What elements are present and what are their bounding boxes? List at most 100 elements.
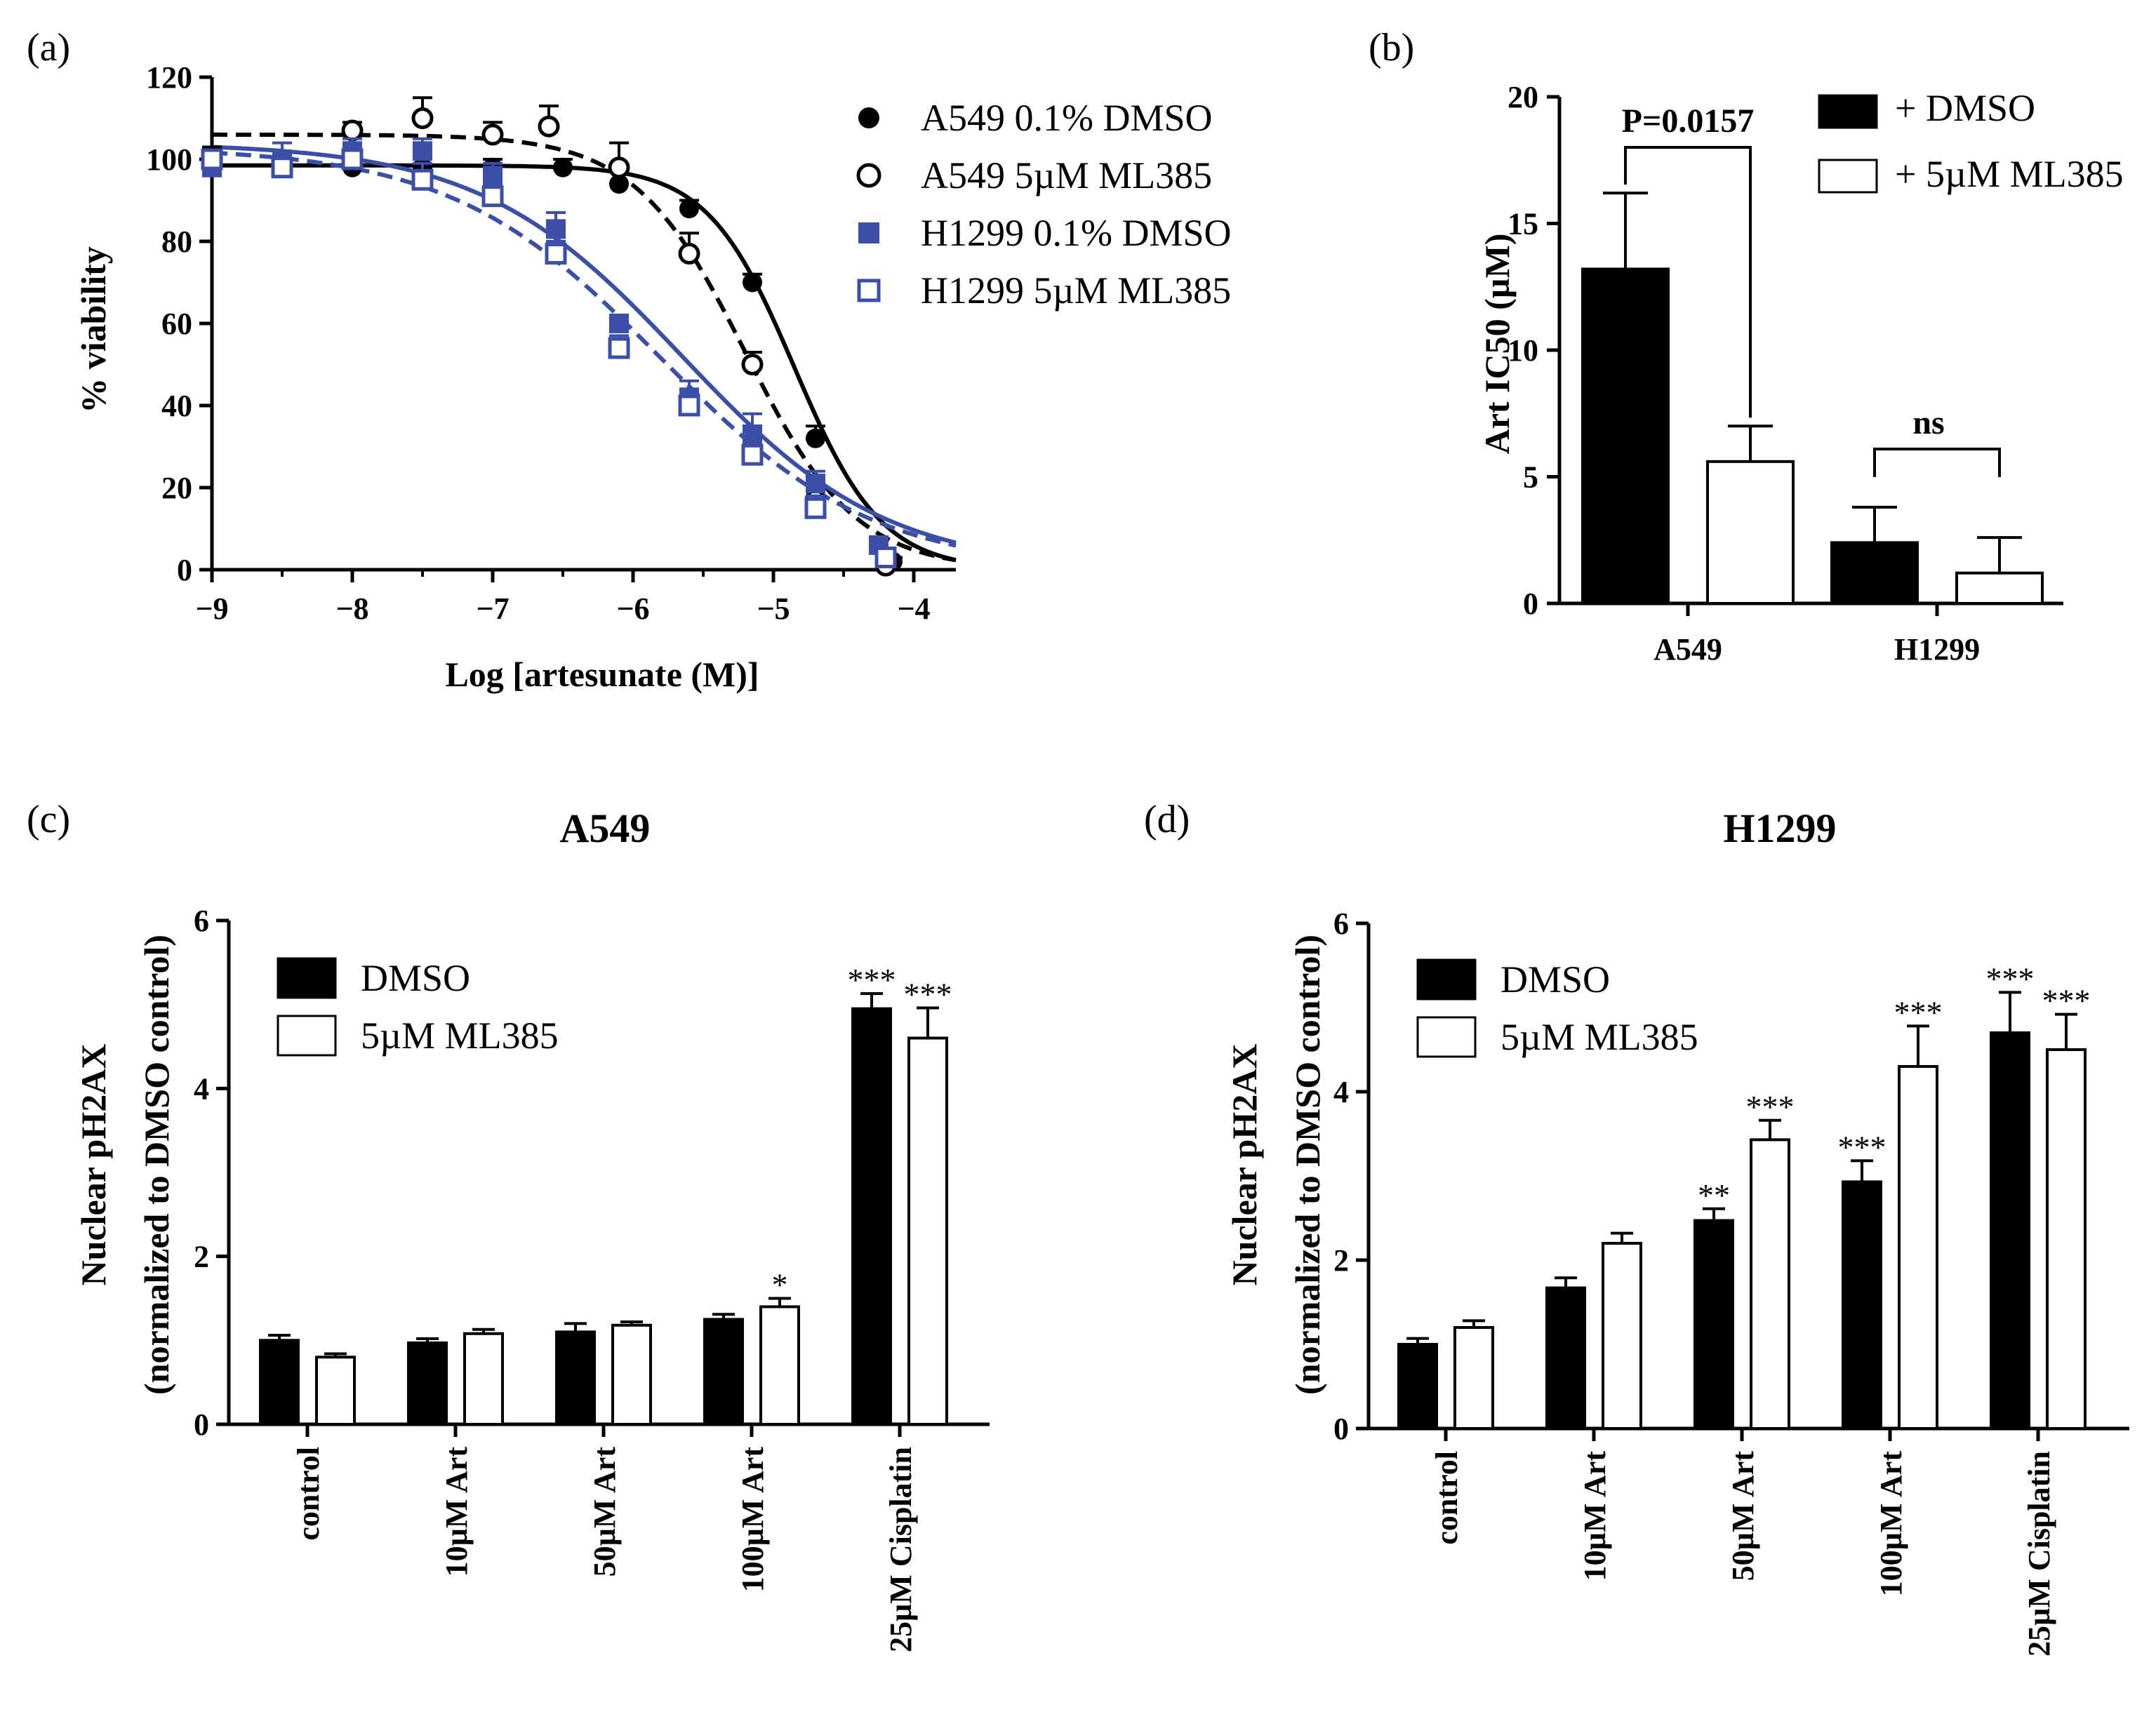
panel-a-point <box>411 107 434 129</box>
panel-b-category-label: A549 <box>1653 632 1722 667</box>
panel-d-bar <box>1602 1242 1642 1430</box>
legend-a-marker-1 <box>856 163 881 188</box>
panel-a-xlabel: Log [artesunate (M)] <box>445 655 759 694</box>
panel-d-bar <box>1545 1286 1586 1430</box>
panel-a-fit-curve-2 <box>211 145 957 545</box>
legend-b-1: + 5µM ML385 <box>1895 153 2124 195</box>
panel-d-y-tick-label: 6 <box>1333 907 1349 941</box>
panel-label-b: (b) <box>1369 26 1414 69</box>
panel-d-bar <box>1693 1219 1734 1430</box>
panel-d-ylabel-line1: Nuclear pH2AX <box>1225 1044 1264 1286</box>
legend-a-symbols <box>856 107 881 302</box>
panel-d-bar <box>1898 1065 1938 1430</box>
panel-c-category-label: 25µM Cisplatin <box>884 1447 918 1652</box>
legend-c-1: 5µM ML385 <box>361 1015 559 1057</box>
panel-a-point <box>804 497 827 519</box>
panel-b-y-tick-label: 20 <box>1508 80 1538 114</box>
panel-d-plot: 0 2 4 6 control 10µM Art 50µM Art 100µM Art 25µM… <box>1333 907 2129 1657</box>
legend-d-1: 5µM ML385 <box>1500 1016 1698 1058</box>
panel-b-ylabel: Art IC50 (µM) <box>1477 234 1517 455</box>
panel-b-y-tick-label: 10 <box>1508 333 1538 368</box>
panel-a-point <box>341 119 364 142</box>
panel-b-category-label: H1299 <box>1894 632 1980 667</box>
panel-a-point <box>743 272 762 293</box>
panel-a-point <box>741 443 764 466</box>
legend-b-swatch-1 <box>1818 159 1878 194</box>
panel-a-point <box>609 314 629 333</box>
panel-a-x-tick-label: −4 <box>897 591 930 626</box>
panel-b-bar <box>1706 460 1795 606</box>
panel-d-y-tick-label: 4 <box>1333 1075 1349 1109</box>
panel-a-y-tick-label: 80 <box>161 225 192 259</box>
panel-c-y-tick-label: 4 <box>194 1071 209 1106</box>
panel-c-ylabel-line2: (normalized to DMSO control) <box>137 935 176 1395</box>
panel-b-y-tick-label: 15 <box>1508 207 1538 241</box>
panel-a-y-tick-label: 100 <box>146 142 192 177</box>
panel-d-significance: ** <box>1698 1177 1730 1213</box>
panel-d-y-tick-label: 2 <box>1333 1243 1349 1278</box>
panel-a-point <box>545 243 567 265</box>
panel-c-bar <box>315 1356 356 1426</box>
panel-c-bar <box>851 1007 892 1426</box>
panel-a-fit-curve-3 <box>211 150 957 548</box>
panel-c-bar <box>703 1318 744 1426</box>
panel-a-y-tick-label: 20 <box>161 471 192 505</box>
panel-c-y-tick-label: 0 <box>194 1407 209 1442</box>
panel-a-point <box>341 148 364 170</box>
panel-c-y-tick-label: 6 <box>194 904 209 938</box>
panel-a-point <box>538 115 560 138</box>
panel-a-point <box>608 337 630 359</box>
legend-a-marker-0 <box>858 107 879 128</box>
panel-c-significance: * <box>772 1267 788 1303</box>
panel-c-y-tick-label: 2 <box>194 1240 209 1274</box>
panel-d-significance: *** <box>1838 1129 1886 1165</box>
panel-c-significance: *** <box>848 962 896 998</box>
panel-d-category-label: 10µM Art <box>1578 1451 1612 1581</box>
panel-a-point <box>271 156 293 179</box>
panel-a-point <box>806 474 825 494</box>
legend-b-0: + DMSO <box>1895 87 2035 129</box>
panel-c-bar <box>463 1332 504 1426</box>
pvalue-annotation: P=0.0157 <box>1622 102 1755 140</box>
panel-c-significance: *** <box>904 976 952 1012</box>
panel-c-plot: 0 2 4 6 control 10µM Art 50µM Art 100µM Art 25µM… <box>194 904 990 1652</box>
panel-d-bar <box>2046 1048 2087 1430</box>
legend-a-3: H1299 5µM ML385 <box>921 269 1231 312</box>
panel-a-point <box>609 174 629 194</box>
legend-a-2: H1299 0.1% DMSO <box>921 212 1232 254</box>
panel-c-bar <box>759 1305 800 1426</box>
legend-b-swatch-0 <box>1818 94 1878 129</box>
panel-label-c: (c) <box>27 798 70 841</box>
panel-c-category-label: 10µM Art <box>439 1447 474 1577</box>
panel-b-y-tick-label: 0 <box>1523 587 1538 621</box>
panel-d-bar <box>1750 1138 1790 1431</box>
legend-d-swatch-0 <box>1416 958 1477 1001</box>
panel-c-title: A549 <box>560 805 651 851</box>
panel-b-bracket-a549 <box>1624 146 1752 418</box>
legend-c-swatch-1 <box>277 1015 337 1057</box>
panel-a-x-tick-label: −5 <box>757 591 790 626</box>
legend-a-marker-2 <box>858 222 879 243</box>
panel-d-ylabel-line2: (normalized to DMSO control) <box>1288 935 1327 1395</box>
legend-d-swatch-1 <box>1416 1016 1477 1058</box>
panel-a-x-tick-label: −8 <box>335 591 368 626</box>
panel-c-category-label: 100µM Art <box>736 1447 770 1593</box>
panel-c-bar <box>611 1323 652 1426</box>
panel-c-bar <box>907 1036 948 1426</box>
legend-a-0: A549 0.1% DMSO <box>921 97 1213 139</box>
panel-a-plot: 0 20 40 60 80 100 120 −9 −8 −7 −6 −5 −4 <box>146 60 957 626</box>
panel-a-point <box>806 428 825 448</box>
panel-c-ylabel-line1: Nuclear pH2AX <box>74 1044 113 1286</box>
panel-a-point <box>678 394 700 417</box>
panel-d-significance: *** <box>1986 961 2035 996</box>
panel-a-fit-curve-0 <box>212 163 957 563</box>
panel-a-y-tick-label: 40 <box>161 389 192 423</box>
panel-b-plot: 0 5 10 15 20 A549 H1299 <box>1508 80 2063 667</box>
panel-a-point <box>201 148 223 170</box>
panel-a-y-tick-label: 60 <box>161 307 192 341</box>
panel-a-point <box>411 168 434 191</box>
panel-d-significance: *** <box>1894 994 1943 1030</box>
panel-c-bar <box>259 1339 300 1426</box>
panel-a-point <box>679 199 699 219</box>
